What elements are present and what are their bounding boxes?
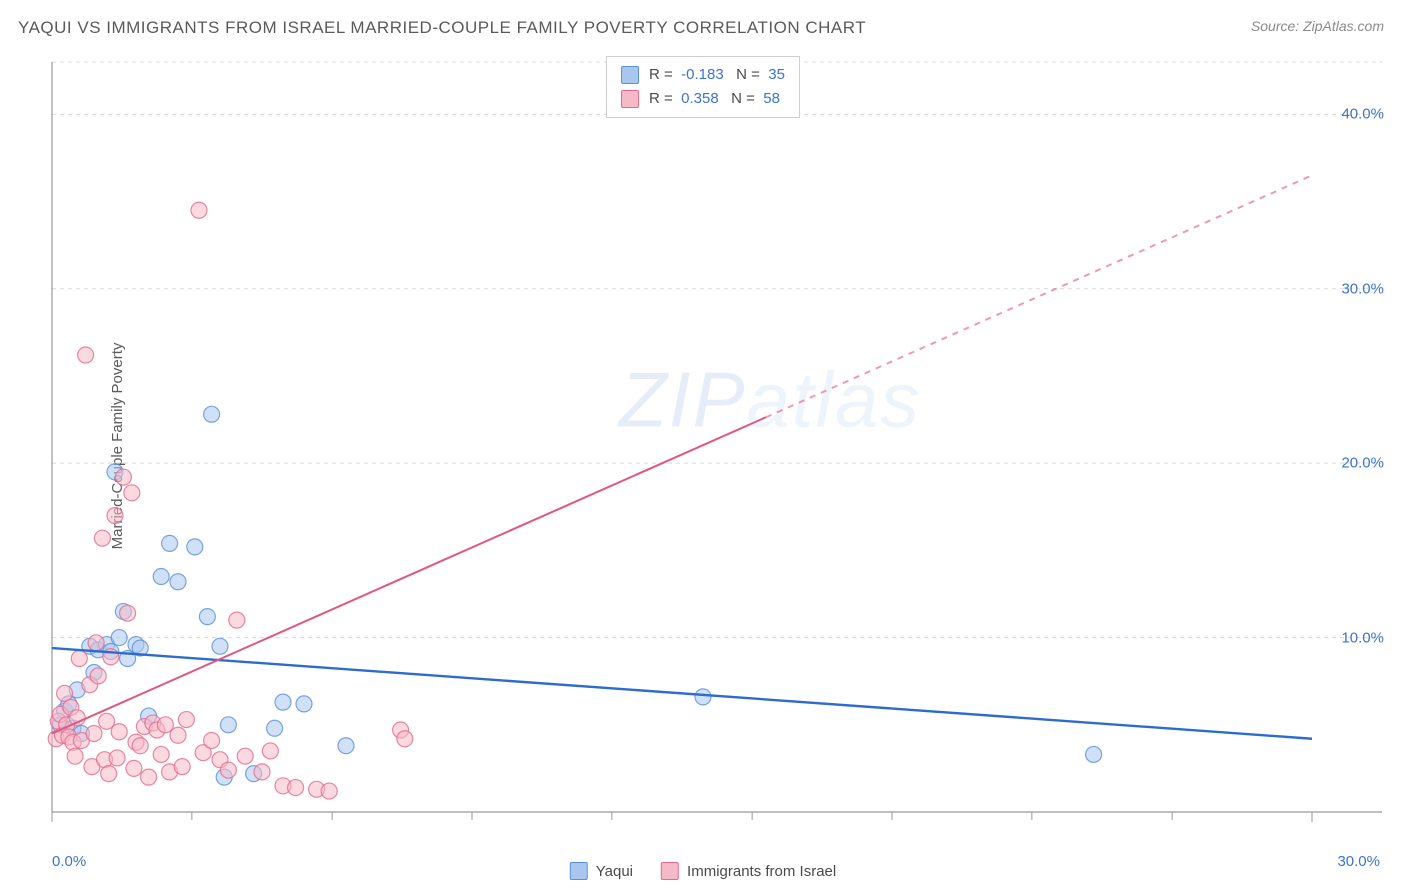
series-legend: Yaqui Immigrants from Israel [570, 862, 836, 880]
source-attribution: Source: ZipAtlas.com [1251, 18, 1384, 34]
legend-stats: R = -0.183 N = 35 [649, 63, 785, 87]
legend-swatch [621, 90, 639, 108]
legend-item: Immigrants from Israel [661, 862, 836, 880]
legend-row: R = -0.183 N = 35 [621, 63, 785, 87]
legend-label: Immigrants from Israel [687, 863, 836, 880]
legend-label: Yaqui [596, 863, 633, 880]
y-tick-label: 20.0% [1341, 455, 1384, 472]
x-tick-label: 30.0% [1337, 853, 1380, 870]
legend-item: Yaqui [570, 862, 633, 880]
legend-row: R = 0.358 N = 58 [621, 87, 785, 111]
plot-area: ZIPatlas 10.0%20.0%30.0%40.0% 0.0%30.0% [52, 52, 1382, 842]
correlation-legend: R = -0.183 N = 35R = 0.358 N = 58 [606, 56, 800, 118]
legend-swatch [621, 66, 639, 84]
legend-swatch [570, 862, 588, 880]
legend-swatch [661, 862, 679, 880]
y-tick-label: 40.0% [1341, 106, 1384, 123]
chart-svg [52, 52, 1382, 842]
legend-stats: R = 0.358 N = 58 [649, 87, 780, 111]
x-tick-label: 0.0% [52, 853, 86, 870]
y-tick-label: 30.0% [1341, 280, 1384, 297]
y-tick-label: 10.0% [1341, 629, 1384, 646]
chart-title: YAQUI VS IMMIGRANTS FROM ISRAEL MARRIED-… [18, 18, 866, 38]
